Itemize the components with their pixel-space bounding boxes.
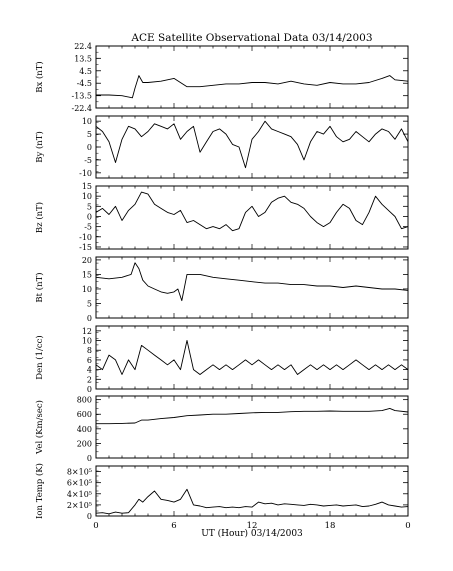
y-tick-label-bx: -13.5 <box>71 92 92 101</box>
y-tick-label-by: 0 <box>87 143 92 152</box>
y-tick-label-den: 12 <box>82 327 92 336</box>
series-line-vel <box>96 407 409 425</box>
y-tick-label-temp: 2×10⁵ <box>67 501 92 510</box>
y-tick-label-vel: 400 <box>77 425 92 434</box>
y-tick-label-vel: 600 <box>77 410 92 419</box>
y-tick-label-vel: 0 <box>87 454 92 463</box>
chart-title: ACE Satellite Observational Data 03/14/2… <box>130 32 372 44</box>
y-tick-label-bt: 20 <box>82 256 92 265</box>
y-tick-label-bx: 13.5 <box>74 54 92 63</box>
y-tick-label-den: 2 <box>87 375 92 384</box>
panel-frame-bx <box>95 45 409 109</box>
y-tick-label-by: 10 <box>82 117 92 126</box>
y-tick-label-bt: 0 <box>87 314 92 323</box>
y-tick-label-den: 10 <box>82 337 92 346</box>
y-tick-label-bz: 15 <box>82 182 92 191</box>
y-tick-label-temp: 0 <box>87 512 92 521</box>
x-tick-label: 0 <box>93 521 98 531</box>
series-line-bt <box>95 262 409 302</box>
y-tick-label-den: 6 <box>87 356 92 365</box>
y-axis-label-den: Den (1/cc) <box>34 335 45 379</box>
y-tick-label-den: 4 <box>87 366 92 375</box>
x-tick-label: 0 <box>405 521 410 531</box>
y-tick-label-bz: 0 <box>87 212 92 221</box>
y-tick-label-bt: 15 <box>82 270 92 279</box>
panel-frame-temp <box>95 465 409 517</box>
y-tick-label-temp: 4×10⁵ <box>67 490 92 499</box>
series-line-by <box>95 120 409 169</box>
y-tick-label-bz: -10 <box>79 233 92 242</box>
y-tick-label-temp: 6×10⁵ <box>67 479 92 488</box>
y-tick-label-bx: -22.4 <box>71 104 92 113</box>
x-axis-label: UT (Hour) 03/14/2003 <box>201 528 303 539</box>
y-tick-label-bz: 5 <box>87 202 92 211</box>
x-tick-label: 18 <box>325 521 336 531</box>
y-tick-label-bx: 4.5 <box>79 67 92 76</box>
y-axis-label-by: By (nT) <box>34 131 45 163</box>
y-tick-label-bt: 10 <box>82 285 92 294</box>
y-axis-label-temp: Ion Temp (K) <box>34 463 45 519</box>
x-tick-label: 12 <box>247 521 258 531</box>
panel-frame-den <box>95 325 409 390</box>
panel-frame-by <box>95 115 409 179</box>
panel-frame-vel <box>95 395 409 459</box>
series-line-bz <box>95 191 409 232</box>
x-tick-label: 6 <box>171 521 176 531</box>
y-tick-label-vel: 200 <box>77 439 92 448</box>
panels: 22.413.54.5-4.5-13.5-22.4Bx (nT)1050-5-1… <box>34 42 411 531</box>
series-line-den <box>95 340 409 375</box>
y-tick-label-by: -5 <box>84 156 92 165</box>
y-tick-label-bx: 22.4 <box>74 42 92 51</box>
series-line-bx <box>96 75 409 99</box>
y-axis-label-bt: Bt (nT) <box>34 272 45 302</box>
y-tick-label-temp: 8×10⁵ <box>67 468 92 477</box>
series-line-temp <box>95 488 409 515</box>
y-axis-label-vel: Vel (Km/sec) <box>34 400 45 455</box>
y-tick-label-by: -10 <box>79 169 92 178</box>
y-tick-label-vel: 800 <box>77 396 92 405</box>
y-tick-label-bz: -15 <box>79 243 92 252</box>
y-axis-label-bz: Bz (nT) <box>34 202 45 233</box>
y-tick-label-den: 8 <box>87 346 92 355</box>
y-tick-label-bt: 5 <box>87 299 92 308</box>
y-tick-label-bx: -4.5 <box>77 79 92 88</box>
y-axis-label-bx: Bx (nT) <box>34 61 45 93</box>
y-tick-label-den: 0 <box>87 385 92 394</box>
panel-frame-bz <box>95 185 409 250</box>
y-tick-label-by: 5 <box>87 130 92 139</box>
y-tick-label-bz: -5 <box>84 223 92 232</box>
panel-frame-bt <box>95 256 409 319</box>
y-tick-label-bz: 10 <box>82 192 92 201</box>
